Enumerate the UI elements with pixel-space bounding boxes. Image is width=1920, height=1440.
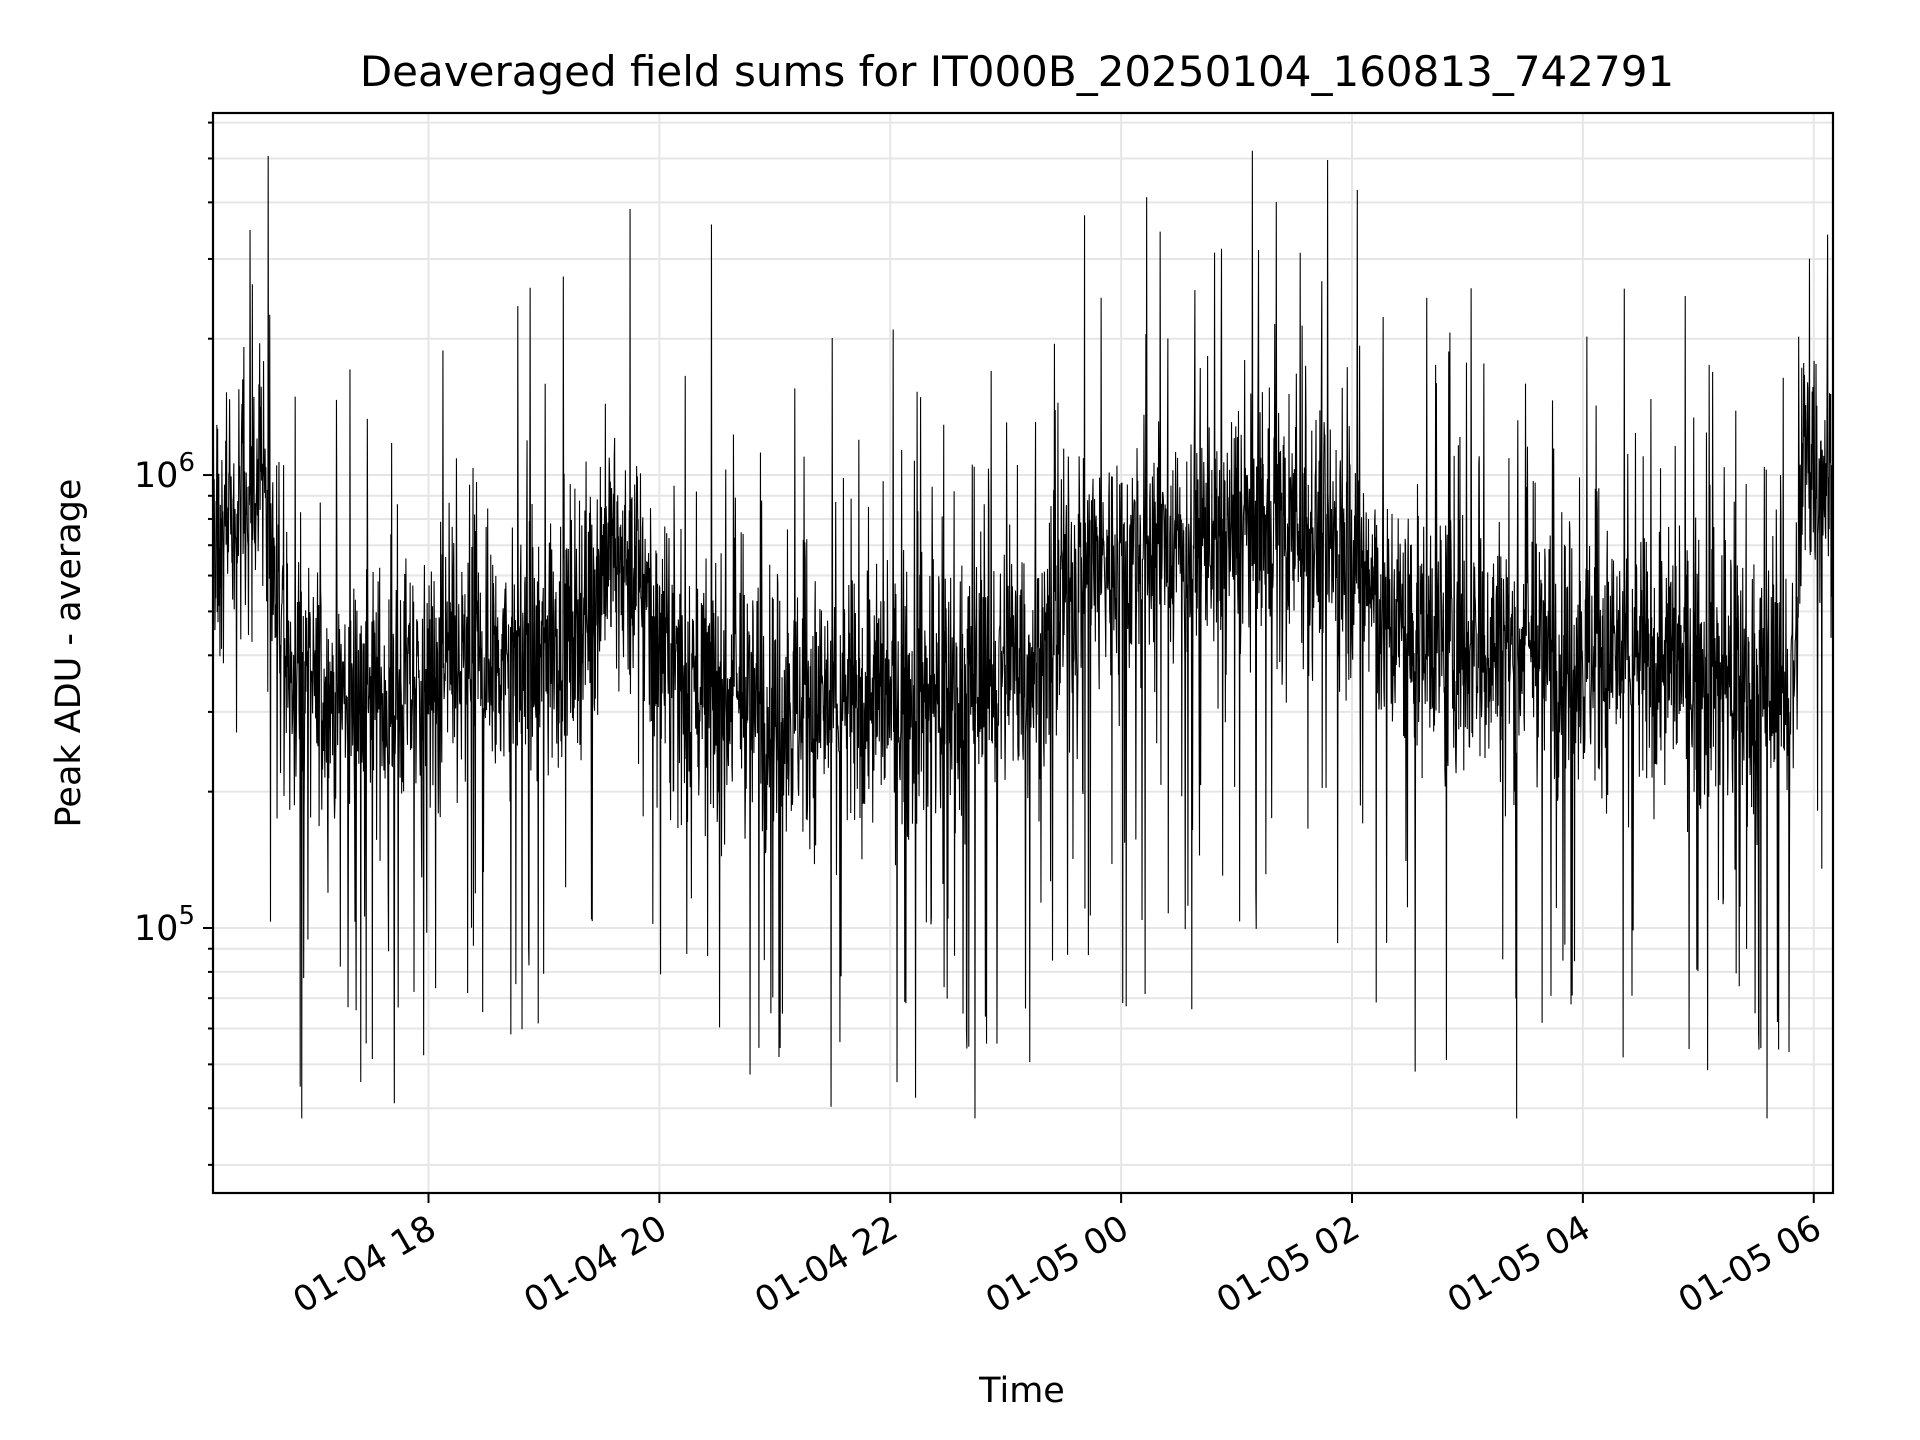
y-tick-label: 105 bbox=[134, 901, 195, 949]
y-tick-label: 106 bbox=[134, 448, 195, 496]
x-axis-label: Time bbox=[978, 1371, 1065, 1411]
series-layer bbox=[213, 150, 1833, 1119]
y-tick-base: 10 bbox=[134, 456, 179, 496]
y-tick-base: 10 bbox=[134, 909, 179, 949]
y-tick-exponent: 6 bbox=[178, 448, 195, 478]
y-tick-exponent: 5 bbox=[178, 901, 195, 931]
data-series-line bbox=[213, 150, 1833, 1119]
y-axis-label: Peak ADU - average bbox=[49, 479, 89, 828]
chart-title: Deaveraged field sums for IT000B_2025010… bbox=[360, 47, 1674, 96]
plot-frame bbox=[211, 111, 1835, 1195]
